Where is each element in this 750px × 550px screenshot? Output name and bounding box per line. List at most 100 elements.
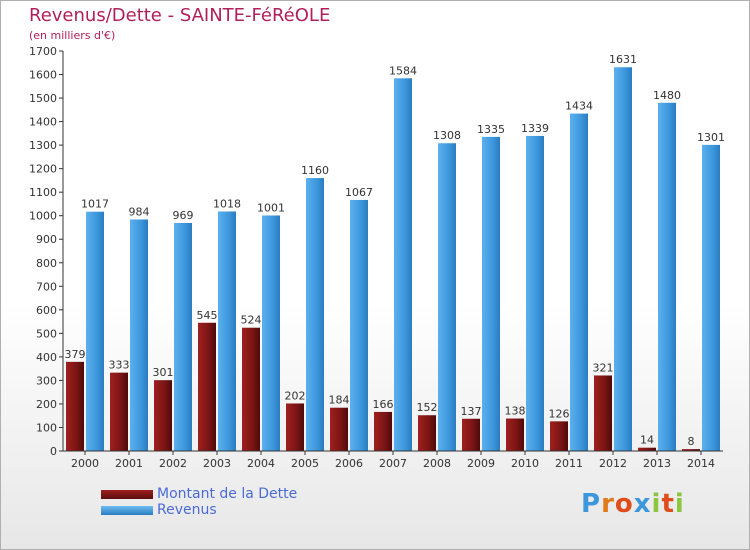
bar-debt bbox=[242, 327, 260, 451]
data-label-debt: 545 bbox=[197, 309, 218, 322]
data-label-debt: 137 bbox=[461, 405, 482, 418]
data-label-revenue: 1480 bbox=[653, 89, 681, 102]
bar-debt bbox=[418, 415, 436, 451]
x-tick-label: 2009 bbox=[467, 457, 495, 470]
bar-revenue bbox=[614, 67, 632, 451]
bar-debt bbox=[330, 407, 348, 451]
data-label-debt: 379 bbox=[65, 348, 86, 361]
x-tick-label: 2012 bbox=[599, 457, 627, 470]
bar-debt bbox=[506, 418, 524, 451]
x-tick-label: 2000 bbox=[71, 457, 99, 470]
data-label-revenue: 1001 bbox=[257, 201, 285, 214]
x-tick-label: 2003 bbox=[203, 457, 231, 470]
logo-letter: i bbox=[674, 489, 685, 519]
y-tick-label: 1500 bbox=[29, 92, 57, 105]
bar-revenue bbox=[482, 136, 500, 451]
x-tick-label: 2010 bbox=[511, 457, 539, 470]
logo-letter: P bbox=[581, 489, 602, 519]
data-label-debt: 14 bbox=[640, 434, 654, 447]
bar-debt bbox=[286, 403, 304, 451]
y-tick-label: 200 bbox=[36, 398, 57, 411]
bar-debt bbox=[154, 380, 172, 451]
bar-revenue bbox=[394, 78, 412, 451]
y-tick-label: 1700 bbox=[29, 45, 57, 58]
data-label-revenue: 1017 bbox=[81, 198, 109, 211]
y-tick-label: 1000 bbox=[29, 210, 57, 223]
logo-letter: x bbox=[633, 489, 652, 519]
bar-debt bbox=[374, 411, 392, 451]
y-tick-label: 1200 bbox=[29, 163, 57, 176]
data-label-revenue: 1584 bbox=[389, 64, 417, 77]
data-label-revenue: 1308 bbox=[433, 129, 461, 142]
y-tick-label: 1400 bbox=[29, 116, 57, 129]
chart-subtitle: (en milliers d'€) bbox=[29, 29, 116, 42]
bar-revenue bbox=[86, 211, 104, 451]
y-tick-label: 100 bbox=[36, 421, 57, 434]
data-label-debt: 524 bbox=[241, 314, 262, 327]
bar-revenue bbox=[702, 144, 720, 451]
y-tick-label: 400 bbox=[36, 351, 57, 364]
logo-letter: i bbox=[651, 489, 662, 519]
data-label-revenue: 1160 bbox=[301, 164, 329, 177]
x-tick-label: 2002 bbox=[159, 457, 187, 470]
x-tick-label: 2007 bbox=[379, 457, 407, 470]
bar-debt bbox=[594, 375, 612, 451]
x-tick-label: 2014 bbox=[687, 457, 715, 470]
y-tick-label: 500 bbox=[36, 327, 57, 340]
x-tick-label: 2013 bbox=[643, 457, 671, 470]
bar-debt bbox=[638, 447, 656, 451]
data-label-revenue: 1301 bbox=[697, 131, 725, 144]
data-label-debt: 184 bbox=[329, 394, 350, 407]
data-label-debt: 321 bbox=[593, 361, 614, 374]
y-tick-label: 800 bbox=[36, 257, 57, 270]
data-label-revenue: 1067 bbox=[345, 186, 373, 199]
proxiti-logo: Proxiti bbox=[581, 489, 685, 519]
bars: 379 1017 333 984 301 969 545 1018 524 1001 202 1160… bbox=[65, 53, 725, 452]
data-label-debt: 126 bbox=[549, 407, 570, 420]
y-tick-label: 600 bbox=[36, 304, 57, 317]
y-tick-label: 300 bbox=[36, 374, 57, 387]
bar-debt bbox=[110, 372, 128, 451]
data-label-revenue: 1339 bbox=[521, 122, 549, 135]
data-label-debt: 8 bbox=[688, 435, 695, 448]
bar-revenue bbox=[350, 199, 368, 451]
x-tick-label: 2005 bbox=[291, 457, 319, 470]
data-label-debt: 333 bbox=[109, 359, 130, 372]
bar-debt bbox=[682, 449, 700, 451]
x-tick-label: 2006 bbox=[335, 457, 363, 470]
bar-revenue bbox=[306, 178, 324, 451]
y-tick-label: 0 bbox=[50, 445, 57, 458]
bar-revenue bbox=[218, 211, 236, 451]
x-tick-label: 2008 bbox=[423, 457, 451, 470]
data-label-revenue: 1018 bbox=[213, 197, 241, 210]
data-label-revenue: 984 bbox=[129, 205, 150, 218]
legend-label-revenue: Revenus bbox=[157, 502, 217, 518]
chart-title: Revenus/Dette - SAINTE-FéRéOLE bbox=[29, 5, 331, 26]
data-label-debt: 138 bbox=[505, 405, 526, 418]
x-tick-label: 2011 bbox=[555, 457, 583, 470]
bar-debt bbox=[462, 418, 480, 451]
legend-label-debt: Montant de la Dette bbox=[157, 486, 298, 502]
bar-revenue bbox=[130, 219, 148, 451]
bar-debt bbox=[550, 421, 568, 451]
data-label-revenue: 1631 bbox=[609, 53, 637, 66]
bar-revenue bbox=[526, 135, 544, 452]
bar-debt bbox=[198, 322, 216, 451]
y-axis: 0 100 200 300 400 500 600 700 800 900 1000 1100 1200… bbox=[29, 45, 64, 458]
y-tick-label: 1300 bbox=[29, 139, 57, 152]
bar-revenue bbox=[658, 102, 676, 451]
data-label-revenue: 1434 bbox=[565, 100, 593, 113]
data-label-debt: 166 bbox=[373, 398, 394, 411]
logo-letter: o bbox=[614, 489, 634, 519]
data-label-debt: 152 bbox=[417, 401, 438, 414]
legend-swatch-revenue bbox=[101, 506, 153, 515]
logo-letter: r bbox=[601, 489, 615, 519]
bar-revenue bbox=[174, 223, 192, 451]
y-tick-label: 900 bbox=[36, 233, 57, 246]
data-label-revenue: 969 bbox=[173, 209, 194, 222]
bar-debt bbox=[66, 361, 84, 451]
bar-revenue bbox=[570, 113, 588, 452]
x-tick-label: 2004 bbox=[247, 457, 275, 470]
